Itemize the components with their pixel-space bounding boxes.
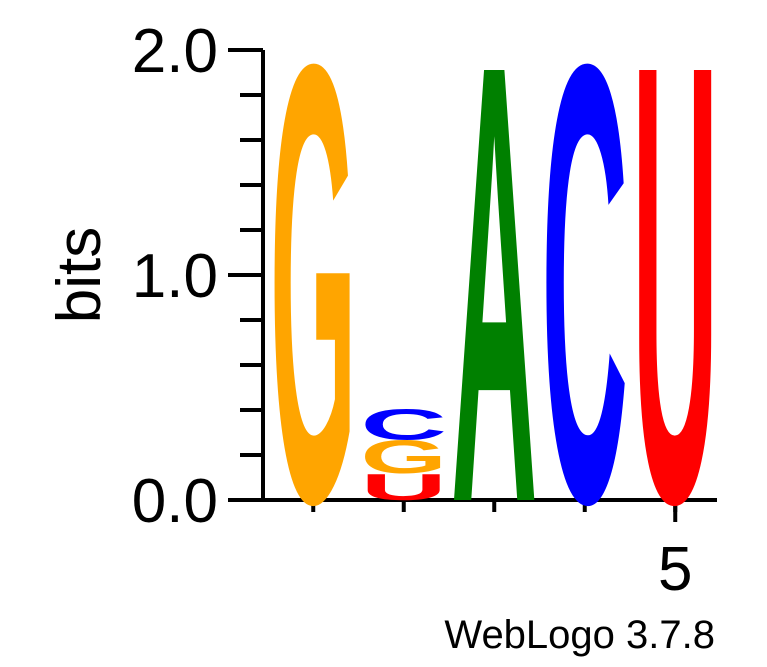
weblogo-credit: WebLogo 3.7.8 bbox=[444, 613, 715, 657]
logo-letter-U-pos2: U bbox=[361, 466, 448, 508]
logo-letter-G-pos1: G bbox=[270, 0, 356, 634]
x-ticks: 5 bbox=[311, 500, 692, 604]
logo-letter-C-pos2: C bbox=[361, 400, 447, 449]
logo-letter-G-pos2: G bbox=[361, 431, 447, 483]
y-axis-label: bits bbox=[45, 227, 114, 323]
y-minor-ticks bbox=[228, 48, 263, 502]
logo-letter-A-pos3: A bbox=[451, 0, 537, 633]
y-tick-label: 2.0 bbox=[132, 17, 218, 86]
logo-letters: G UGC A C U bbox=[270, 0, 718, 634]
x-tick-label: 5 bbox=[658, 535, 692, 604]
y-tick-label: 0.0 bbox=[132, 467, 218, 536]
logo-letter-C-pos4: C bbox=[542, 0, 628, 633]
y-major-ticks: 0.0 1.0 2.0 bbox=[132, 17, 218, 536]
logo-letter-U-pos5: U bbox=[632, 0, 718, 633]
y-tick-label: 1.0 bbox=[132, 242, 218, 311]
